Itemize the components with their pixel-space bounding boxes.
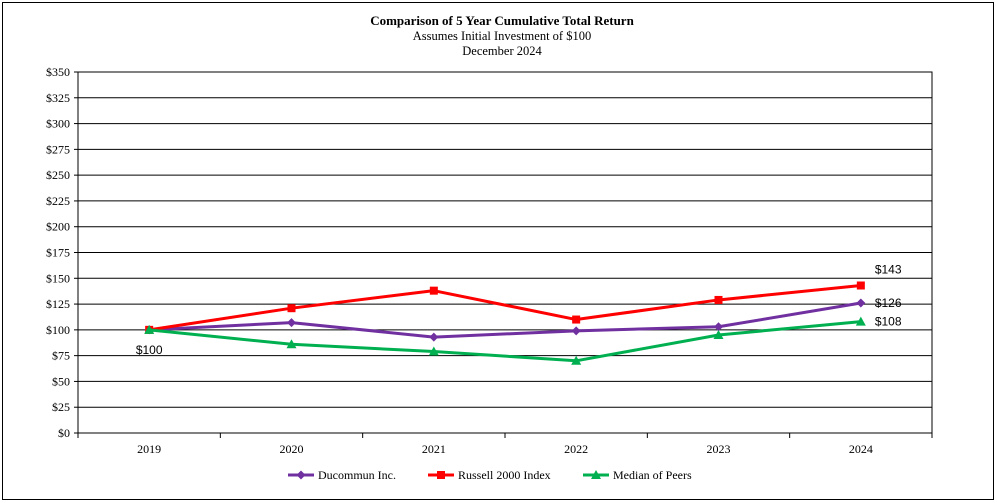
legend-marker: [296, 470, 306, 480]
y-tick-label: $25: [52, 400, 70, 414]
legend: Ducommun Inc. Russell 2000 Index Median of…: [288, 468, 692, 482]
x-tick-label: 2019: [137, 442, 161, 456]
y-tick-label: $200: [46, 220, 70, 234]
series-line: [148, 284, 861, 332]
data-label: $100: [136, 343, 163, 357]
legend-item: Median of Peers: [583, 468, 692, 482]
y-tick-label: $350: [46, 65, 70, 79]
data-point: [144, 324, 155, 334]
data-point: [429, 286, 438, 295]
y-tick-label: $0: [58, 426, 70, 440]
data-point: [286, 339, 297, 349]
series-median-of-peers: [144, 316, 866, 365]
data-point: [856, 281, 865, 290]
legend-label: Median of Peers: [613, 468, 692, 482]
data-point: [714, 322, 723, 332]
y-tick-label: $100: [46, 323, 70, 337]
data-point: [856, 298, 866, 308]
y-tick-label: $125: [46, 297, 70, 311]
series-line: [149, 320, 861, 363]
legend-marker: [437, 471, 445, 479]
x-tick-label: 2024: [849, 442, 873, 456]
data-point: [287, 318, 296, 328]
data-point: [713, 330, 724, 340]
data-label: $143: [875, 263, 902, 277]
y-tick-label: $225: [46, 194, 70, 208]
x-tick-label: 2020: [280, 442, 304, 456]
data-point: [571, 355, 582, 365]
y-tick-label: $300: [46, 117, 70, 131]
data-point: [714, 295, 723, 304]
x-tick-label: 2022: [564, 442, 588, 456]
annotations: $100 $143 $126 $108: [136, 263, 902, 357]
chart-subtitle-line-2: December 2024: [462, 44, 542, 58]
y-tick-label: $150: [46, 271, 70, 285]
y-axis: $0 $25 $50 $75 $100 $125 $150 $175 $200 $225 $250 $…: [46, 65, 78, 440]
series-line: [149, 301, 862, 339]
data-label: $126: [875, 296, 902, 310]
data-label: $108: [875, 315, 902, 329]
legend-marker: [591, 470, 601, 479]
x-tick-label: 2021: [422, 442, 446, 456]
legend-label: Russell 2000 Index: [458, 468, 551, 482]
gridlines: [77, 71, 933, 434]
y-tick-label: $75: [52, 349, 70, 363]
chart-subtitle-line-1: Assumes Initial Investment of $100: [413, 29, 591, 43]
y-tick-label: $50: [52, 374, 70, 388]
y-tick-label: $175: [46, 246, 70, 260]
data-point: [428, 346, 439, 356]
data-point: [571, 326, 581, 336]
legend-item: Ducommun Inc.: [288, 468, 396, 482]
y-tick-label: $275: [46, 142, 70, 156]
chart-titles: Comparison of 5 Year Cumulative Total Re…: [370, 13, 634, 58]
data-point: [572, 315, 581, 324]
legend-label: Ducommun Inc.: [318, 468, 396, 482]
data-point: [429, 332, 439, 342]
series-group: [144, 281, 866, 365]
legend-item: Russell 2000 Index: [428, 468, 551, 482]
y-tick-label: $325: [46, 91, 70, 105]
data-point: [287, 304, 296, 313]
data-point: [855, 316, 866, 326]
x-tick-label: 2023: [707, 442, 731, 456]
x-axis: 2019 2020 2021 2022 2023 2024: [77, 433, 933, 456]
y-tick-label: $250: [46, 168, 70, 182]
chart-title: Comparison of 5 Year Cumulative Total Re…: [370, 13, 634, 28]
